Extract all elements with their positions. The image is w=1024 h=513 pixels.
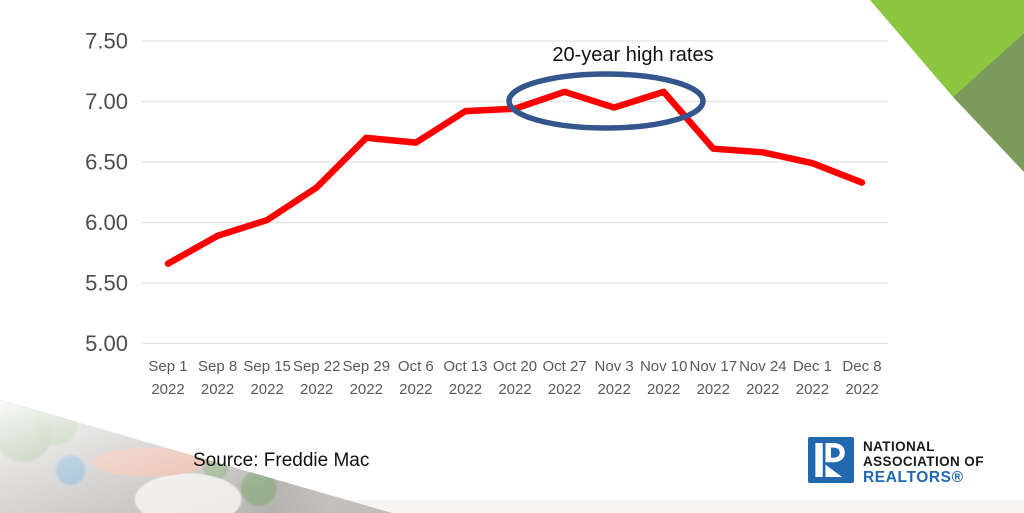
x-tick-label-year: 2022 — [399, 381, 432, 398]
x-tick-label-date: Nov 24 — [739, 358, 787, 375]
x-tick-label-year: 2022 — [845, 381, 878, 398]
x-tick-label-date: Dec 1 — [793, 358, 832, 375]
x-tick-label-date: Dec 8 — [842, 358, 881, 375]
x-tick-label-year: 2022 — [746, 381, 779, 398]
rates-series-line — [164, 88, 866, 267]
x-tick-label-date: Oct 13 — [443, 358, 487, 375]
y-tick-label: 5.00 — [85, 331, 128, 356]
x-tick-label-date: Oct 27 — [542, 358, 586, 375]
highlight-ellipse — [506, 71, 706, 131]
x-tick-label-date: Sep 29 — [343, 358, 391, 375]
nar-logo-text: NATIONAL ASSOCIATION OF REALTORS® — [863, 437, 984, 487]
source-label: Source: Freddie Mac — [193, 450, 370, 471]
y-tick-label: 7.00 — [85, 89, 128, 114]
x-tick-label-year: 2022 — [250, 381, 283, 398]
x-tick-label-year: 2022 — [647, 381, 680, 398]
x-tick-label-date: Sep 1 — [148, 358, 187, 375]
x-tick-label-date: Nov 3 — [595, 358, 634, 375]
x-tick-label-date: Sep 8 — [198, 358, 237, 375]
x-tick-label-year: 2022 — [449, 381, 482, 398]
x-tick-label-date: Nov 10 — [640, 358, 688, 375]
x-tick-label-date: Nov 17 — [690, 358, 738, 375]
x-tick-label-date: Sep 22 — [293, 358, 341, 375]
y-tick-label: 7.50 — [85, 29, 128, 54]
x-tick-label-year: 2022 — [498, 381, 531, 398]
y-tick-label: 6.50 — [85, 150, 128, 175]
x-tick-label-year: 2022 — [201, 381, 234, 398]
x-tick-label-date: Oct 20 — [493, 358, 537, 375]
nar-line-national: NATIONAL — [863, 439, 935, 454]
x-tick-label-date: Oct 6 — [398, 358, 434, 375]
corner-decoration — [870, 0, 1024, 172]
chart-annotation: 20-year high rates — [552, 44, 714, 66]
nar-line-realtors: REALTORS® — [863, 469, 964, 487]
x-tick-label-date: Sep 15 — [243, 358, 291, 375]
x-tick-label-year: 2022 — [597, 381, 630, 398]
x-tick-label-year: 2022 — [697, 381, 730, 398]
y-tick-label: 5.50 — [85, 271, 128, 296]
nar-r-icon — [808, 437, 854, 483]
x-tick-label-year: 2022 — [350, 381, 383, 398]
corner-triangle-light — [870, 0, 1024, 97]
x-tick-label-year: 2022 — [796, 381, 829, 398]
corner-triangle-dark — [953, 33, 1024, 172]
nar-logo: NATIONAL ASSOCIATION OF REALTORS® — [808, 437, 984, 487]
nar-line-association: ASSOCIATION OF — [863, 454, 984, 470]
x-tick-label-year: 2022 — [548, 381, 581, 398]
y-tick-label: 6.00 — [85, 210, 128, 235]
x-tick-label-year: 2022 — [300, 381, 333, 398]
x-tick-label-year: 2022 — [151, 381, 184, 398]
